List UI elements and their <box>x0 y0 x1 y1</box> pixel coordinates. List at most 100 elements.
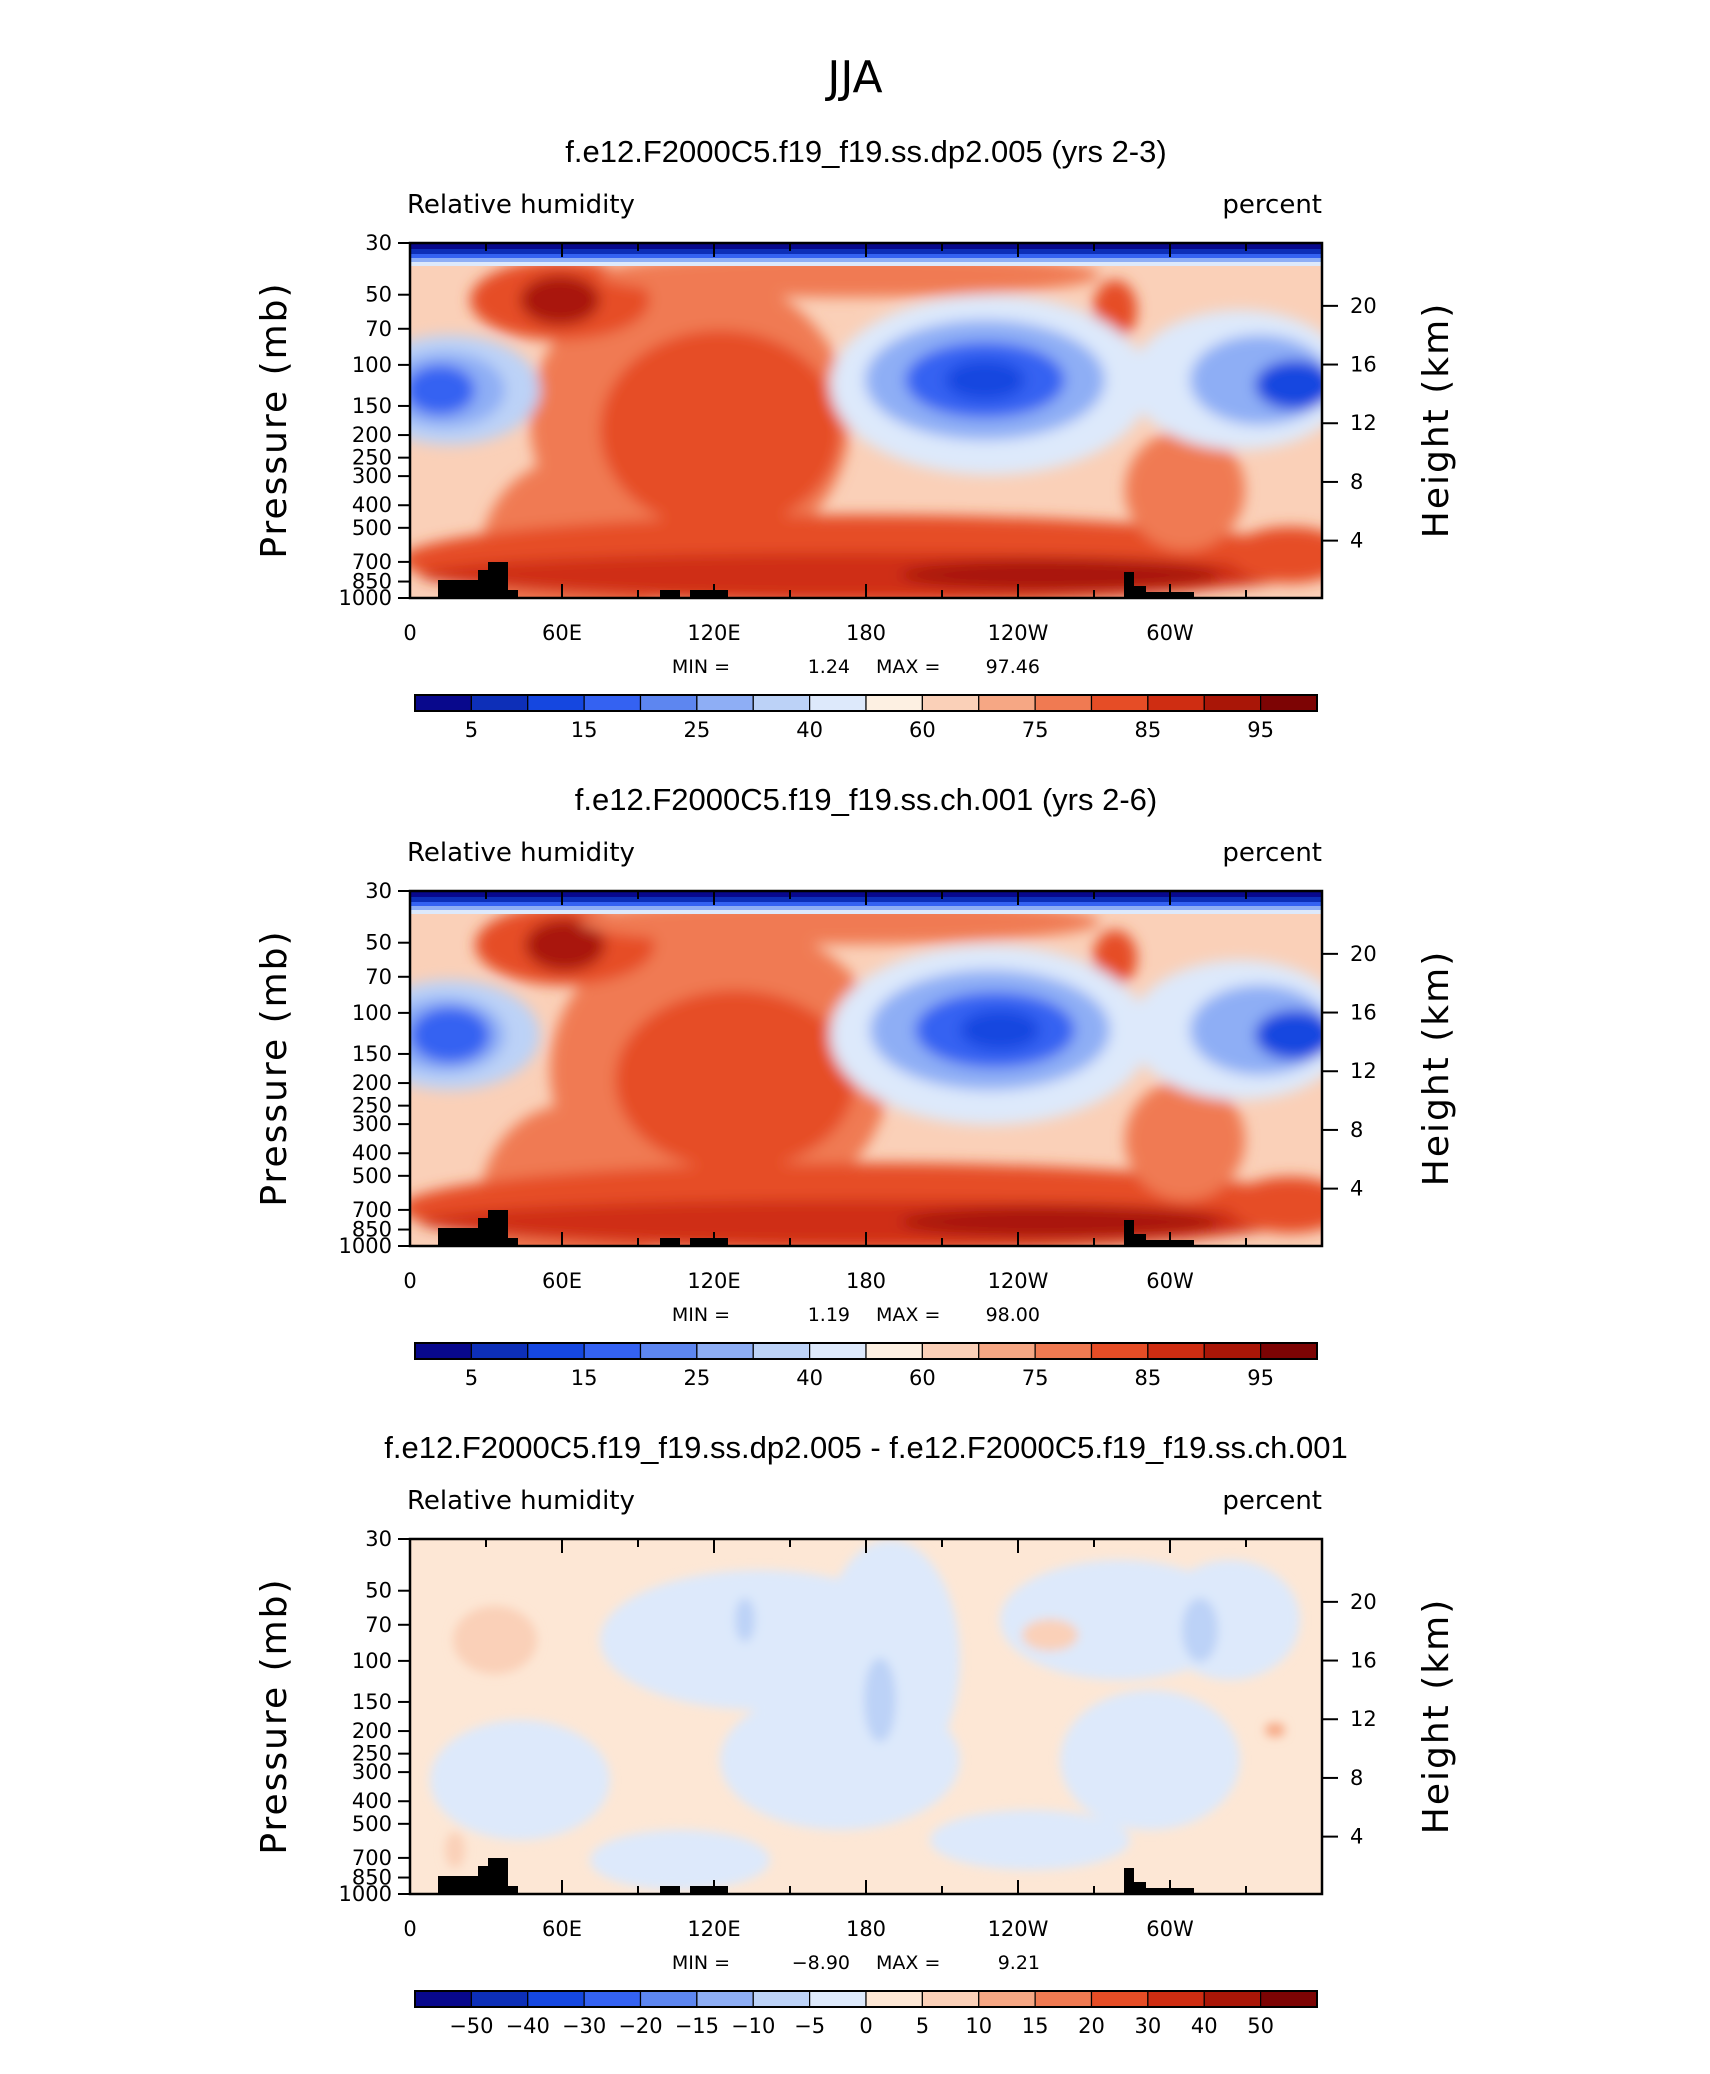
colorbar-swatch <box>639 694 698 712</box>
y-tick-label: 250 <box>352 1742 392 1766</box>
y-tick-label: 1000 <box>339 1882 392 1906</box>
colorbar-label: 40 <box>1191 2014 1218 2038</box>
y-right-tick-label: 16 <box>1350 1001 1377 1025</box>
panel-3-ylabel-right: Height (km) <box>1416 1598 1457 1834</box>
colorbar-swatch <box>865 1990 923 2008</box>
panel-2-max-value: 98.00 <box>986 1304 1040 1326</box>
panel-2-colorbar: 5 15 25 40 60 75 85 95 <box>414 1342 1318 1390</box>
y-tick-label: 850 <box>352 1218 392 1242</box>
colorbar-label: 15 <box>571 1366 598 1390</box>
y-tick-label: 250 <box>352 1094 392 1118</box>
x-tick-label: 120E <box>687 1917 740 1941</box>
colorbar-label: 40 <box>796 1366 823 1390</box>
colorbar-swatch <box>1203 1342 1262 1360</box>
y-tick-label: 70 <box>365 1613 392 1637</box>
colorbar-label: 95 <box>1247 718 1274 742</box>
x-tick-label: 180 <box>846 621 886 645</box>
y-tick-label: 150 <box>352 1690 392 1714</box>
x-tick-label: 120E <box>687 621 740 645</box>
colorbar-swatch <box>1034 1342 1093 1360</box>
colorbar-label: −20 <box>618 2014 662 2038</box>
x-tick-label: 120W <box>988 1269 1049 1293</box>
panel-1-ylabel: Pressure (mb) <box>254 281 295 558</box>
panel-2-ylabel: Pressure (mb) <box>254 929 295 1206</box>
colorbar-label: 10 <box>965 2014 992 2038</box>
y-tick-label: 400 <box>352 1141 392 1165</box>
panel-3-max-value: 9.21 <box>998 1952 1040 1974</box>
colorbar-label: 75 <box>1022 1366 1049 1390</box>
colorbar-frame <box>414 1990 1318 2008</box>
colorbar-label: 5 <box>465 718 478 742</box>
y-tick-label: 50 <box>365 1579 392 1603</box>
y-tick-label: 30 <box>365 879 392 903</box>
y-tick-label: 50 <box>365 931 392 955</box>
panel-2-min-label: MIN = <box>672 1304 730 1326</box>
panel-1-max-value: 97.46 <box>986 656 1040 678</box>
x-tick-label: 120E <box>687 1269 740 1293</box>
colorbar-swatch <box>696 1990 754 2008</box>
colorbar-swatch <box>921 694 980 712</box>
colorbar-swatch <box>1203 1990 1262 2008</box>
colorbar-label: 15 <box>571 718 598 742</box>
y-tick-label: 30 <box>365 231 392 255</box>
panel-2: f.e12.F2000C5.f19_f19.ss.ch.001 (yrs 2-6… <box>254 782 1457 1390</box>
y-tick-label: 50 <box>365 283 392 307</box>
colorbar-swatch <box>809 1990 867 2008</box>
y-right-tick-label: 4 <box>1350 529 1363 553</box>
colorbar-label: 30 <box>1135 2014 1162 2038</box>
y-tick-label: 850 <box>352 1866 392 1890</box>
y-tick-label: 1000 <box>339 1234 392 1258</box>
y-tick-label: 500 <box>352 516 392 540</box>
panel-1-units-label: percent <box>1222 190 1322 220</box>
y-tick-label: 30 <box>365 1527 392 1551</box>
y-tick-label: 400 <box>352 493 392 517</box>
x-tick-label: 180 <box>846 1269 886 1293</box>
colorbar-label: −15 <box>675 2014 719 2038</box>
colorbar-label: 0 <box>859 2014 872 2038</box>
colorbar-swatch <box>470 1990 529 2008</box>
colorbar-swatch <box>978 1342 1036 1360</box>
panel-3-title: f.e12.F2000C5.f19_f19.ss.dp2.005 - f.e12… <box>384 1430 1347 1465</box>
panel-3-units-label: percent <box>1222 1486 1322 1516</box>
colorbar-swatch <box>639 1990 698 2008</box>
x-tick-label: 60E <box>542 1269 582 1293</box>
colorbar-label: −50 <box>449 2014 493 2038</box>
colorbar-swatch <box>414 694 472 712</box>
panel-2-ylabel-right: Height (km) <box>1416 950 1457 1186</box>
colorbar-label: 20 <box>1078 2014 1105 2038</box>
colorbar-label: 85 <box>1135 718 1162 742</box>
colorbar-swatch <box>1260 1990 1318 2008</box>
y-right-tick-label: 20 <box>1350 942 1377 966</box>
colorbar-frame <box>414 694 1318 712</box>
y-tick-label: 200 <box>352 423 392 447</box>
x-tick-label: 60E <box>542 1917 582 1941</box>
colorbar-swatch <box>470 694 529 712</box>
colorbar-swatch <box>696 694 754 712</box>
y-right-tick-label: 12 <box>1350 411 1377 435</box>
panel-2-variable-label: Relative humidity <box>407 838 635 868</box>
colorbar-label: 60 <box>909 1366 936 1390</box>
y-right-tick-label: 16 <box>1350 1649 1377 1673</box>
colorbar-swatch <box>1090 1990 1149 2008</box>
y-tick-label: 700 <box>352 1846 392 1870</box>
colorbar-swatch <box>752 694 811 712</box>
y-tick-label: 100 <box>352 1001 392 1025</box>
colorbar-swatch <box>921 1342 980 1360</box>
colorbar-swatch <box>583 1342 642 1360</box>
colorbar-swatch <box>978 694 1036 712</box>
colorbar-label: 60 <box>909 718 936 742</box>
y-tick-label: 850 <box>352 570 392 594</box>
colorbar-swatch <box>583 1990 642 2008</box>
y-tick-label: 300 <box>352 1760 392 1784</box>
x-tick-label: 60W <box>1146 1917 1194 1941</box>
colorbar-swatch <box>639 1342 698 1360</box>
y-tick-label: 1000 <box>339 586 392 610</box>
panel-3-contour-field <box>410 1539 1322 1894</box>
colorbar-swatch <box>1090 1342 1149 1360</box>
y-right-tick-label: 12 <box>1350 1707 1377 1731</box>
panel-3-max-label: MAX = <box>876 1952 940 1974</box>
x-tick-label: 60E <box>542 621 582 645</box>
y-tick-label: 100 <box>352 353 392 377</box>
